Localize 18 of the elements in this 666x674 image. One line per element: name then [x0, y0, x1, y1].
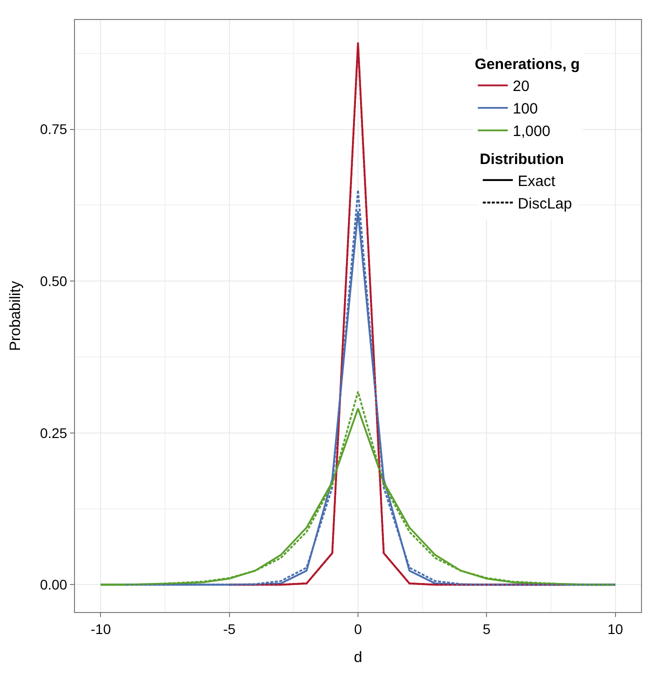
x-tick-label: 5: [482, 620, 491, 637]
x-tick-label: 10: [607, 620, 624, 637]
legend-label: 100: [512, 100, 538, 118]
x-tick-label: 0: [354, 620, 362, 637]
y-tick-label: 0.00: [40, 576, 68, 593]
annotation: DiscLap: [518, 195, 572, 212]
legend-label: 20: [512, 78, 530, 96]
x-axis-title: d: [354, 648, 362, 666]
y-tick-label: 0.75: [40, 121, 68, 138]
annotation: Distribution: [480, 150, 564, 168]
y-tick-label: 0.50: [40, 272, 68, 289]
y-axis-title: Probability: [7, 280, 24, 352]
y-tick-label: 0.25: [40, 424, 68, 441]
x-tick-label: -5: [223, 620, 236, 637]
annotation: Exact: [518, 172, 556, 190]
legend-label: 1,000: [512, 123, 550, 140]
legend-title: Generations, g: [474, 56, 580, 74]
x-tick-label: -10: [90, 620, 112, 637]
